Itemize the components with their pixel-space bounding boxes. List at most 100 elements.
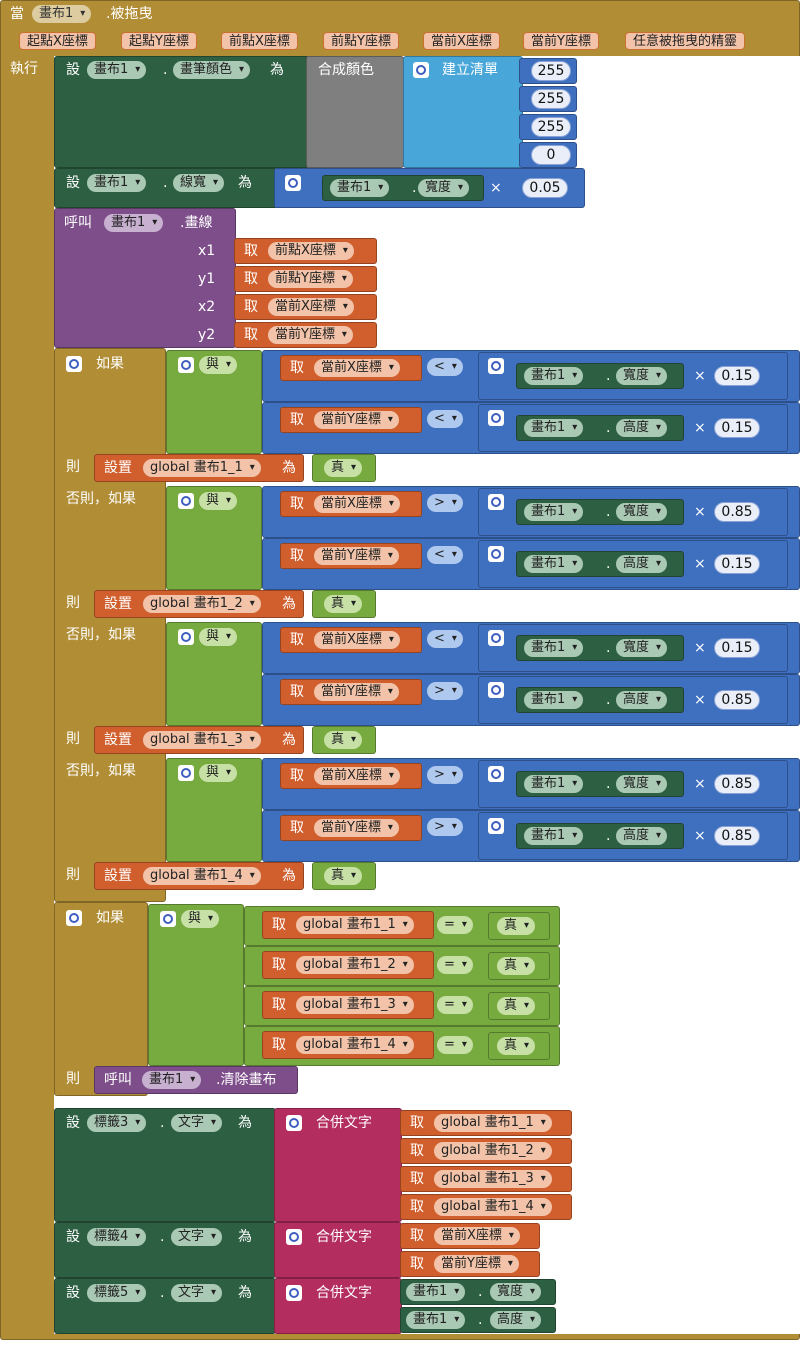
factor-number[interactable]: 0.15 [714,418,760,438]
logic-and-block[interactable] [148,904,244,1066]
true-dropdown[interactable]: 真 [324,867,363,885]
variable-dropdown[interactable]: 當前X座標 [314,767,400,785]
mutator-gear-icon[interactable] [488,410,504,426]
compare-op-dropdown[interactable]: < [427,630,463,648]
mutator-gear-icon[interactable] [488,494,504,510]
variable-dropdown[interactable]: 當前X座標 [314,631,400,649]
component-dropdown[interactable]: 畫布1 [104,214,164,232]
list-number[interactable]: 255 [531,117,571,137]
mutator-gear-icon[interactable] [488,818,504,834]
compare-op-dropdown[interactable]: < [427,546,463,564]
variable-dropdown[interactable]: 當前Y座標 [434,1255,519,1273]
mutator-gear-icon[interactable] [413,62,429,78]
list-number[interactable]: 255 [531,61,571,81]
compare-op-dropdown[interactable]: > [427,818,463,836]
true-dropdown[interactable]: 真 [324,731,363,749]
compare-op-dropdown[interactable]: > [427,682,463,700]
component-dropdown[interactable]: 畫布1 [524,691,584,709]
compare-op-dropdown[interactable]: > [427,766,463,784]
event-param-6[interactable]: 當前Y座標 [523,32,599,50]
compare-op-dropdown[interactable]: = [437,956,473,974]
component-dropdown[interactable]: 畫布1 [87,61,147,79]
component-dropdown[interactable]: 畫布1 [524,775,584,793]
component-dropdown[interactable]: 標籤3 [87,1114,147,1132]
global-dropdown[interactable]: global 畫布1_2 [143,595,261,613]
factor-number[interactable]: 0.15 [714,638,760,658]
property-dropdown[interactable]: 寬度 [616,775,668,793]
property-dropdown[interactable]: 高度 [616,827,668,845]
property-dropdown[interactable]: 畫筆顏色 [173,61,251,79]
component-dropdown[interactable]: 畫布1 [524,639,584,657]
component-dropdown[interactable]: 畫布1 [524,827,584,845]
true-dropdown[interactable]: 真 [497,997,536,1015]
mutator-gear-icon[interactable] [286,1285,302,1301]
variable-dropdown[interactable]: global 畫布1_1 [434,1114,552,1132]
component-dropdown[interactable]: 畫布1 [330,179,390,197]
variable-dropdown[interactable]: global 畫布1_2 [434,1142,552,1160]
property-dropdown[interactable]: 文字 [171,1228,223,1246]
variable-dropdown[interactable]: 當前Y座標 [314,819,399,837]
variable-dropdown[interactable]: 當前X座標 [314,359,400,377]
variable-dropdown[interactable]: 當前Y座標 [268,326,353,344]
property-dropdown[interactable]: 線寬 [173,174,225,192]
factor-number[interactable]: 0.15 [714,366,760,386]
variable-dropdown[interactable]: global 畫布1_4 [296,1036,414,1054]
variable-dropdown[interactable]: 前點X座標 [268,242,354,260]
event-param-1[interactable]: 起點X座標 [19,32,96,50]
property-dropdown[interactable]: 高度 [616,691,668,709]
global-dropdown[interactable]: global 畫布1_1 [143,459,261,477]
mutator-gear-icon[interactable] [178,765,194,781]
property-dropdown[interactable]: 寬度 [616,639,668,657]
mutator-gear-icon[interactable] [488,630,504,646]
component-dropdown[interactable]: 畫布1 [524,367,584,385]
true-dropdown[interactable]: 真 [497,957,536,975]
list-number[interactable]: 255 [531,89,571,109]
and-dropdown[interactable]: 與 [199,356,238,374]
and-dropdown[interactable]: 與 [199,764,238,782]
event-param-7[interactable]: 任意被拖曳的精靈 [625,32,746,50]
variable-dropdown[interactable]: global 畫布1_3 [434,1170,552,1188]
event-param-4[interactable]: 前點Y座標 [323,32,399,50]
component-dropdown[interactable]: 畫布1 [524,555,584,573]
component-dropdown[interactable]: 畫布1 [524,419,584,437]
component-dropdown[interactable]: 畫布1 [406,1283,466,1301]
and-dropdown[interactable]: 與 [199,492,238,510]
mutator-gear-icon[interactable] [178,357,194,373]
global-dropdown[interactable]: global 畫布1_3 [143,731,261,749]
component-dropdown[interactable]: 標籤5 [87,1284,147,1302]
factor-number[interactable]: 0.85 [714,502,760,522]
event-param-3[interactable]: 前點X座標 [221,32,298,50]
variable-dropdown[interactable]: 當前Y座標 [314,683,399,701]
mutator-gear-icon[interactable] [488,358,504,374]
variable-dropdown[interactable]: global 畫布1_4 [434,1198,552,1216]
true-dropdown[interactable]: 真 [324,595,363,613]
compare-op-dropdown[interactable]: < [427,358,463,376]
variable-dropdown[interactable]: 前點Y座標 [268,270,353,288]
property-dropdown[interactable]: 高度 [490,1311,542,1329]
mutator-gear-icon[interactable] [66,910,82,926]
component-dropdown[interactable]: 畫布1 [142,1071,202,1089]
event-param-2[interactable]: 起點Y座標 [121,32,197,50]
factor-number[interactable]: 0.85 [714,774,760,794]
make-color-block[interactable] [306,56,404,168]
property-dropdown[interactable]: 高度 [616,555,668,573]
variable-dropdown[interactable]: global 畫布1_1 [296,916,414,934]
variable-dropdown[interactable]: global 畫布1_3 [296,996,414,1014]
variable-dropdown[interactable]: 當前X座標 [434,1227,520,1245]
and-dropdown[interactable]: 與 [199,628,238,646]
property-dropdown[interactable]: 寬度 [490,1283,542,1301]
factor-number[interactable]: 0.85 [714,826,760,846]
true-dropdown[interactable]: 真 [324,459,363,477]
factor-number[interactable]: 0.15 [714,554,760,574]
mutator-gear-icon[interactable] [286,1115,302,1131]
compare-op-dropdown[interactable]: > [427,494,463,512]
component-dropdown[interactable]: 畫布1 [524,503,584,521]
property-dropdown[interactable]: 文字 [171,1114,223,1132]
true-dropdown[interactable]: 真 [497,1037,536,1055]
list-number[interactable]: 0 [531,145,571,165]
mutator-gear-icon[interactable] [178,493,194,509]
variable-dropdown[interactable]: 當前Y座標 [314,547,399,565]
component-dropdown[interactable]: 標籤4 [87,1228,147,1246]
variable-dropdown[interactable]: 當前Y座標 [314,411,399,429]
